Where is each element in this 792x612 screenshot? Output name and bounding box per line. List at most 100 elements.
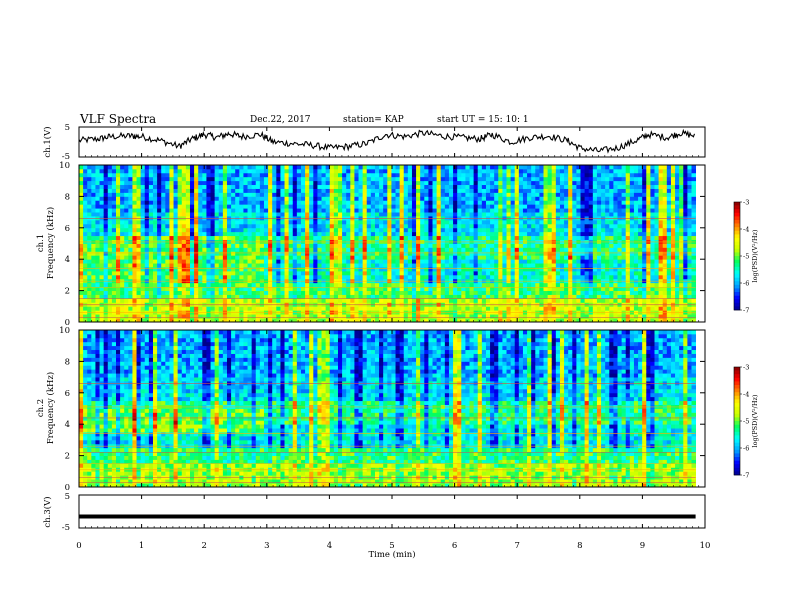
spectrogram-cell (309, 204, 314, 209)
spectrogram-cell (547, 223, 553, 229)
spectrogram-cell (518, 192, 524, 197)
spectrogram-cell (522, 251, 528, 256)
spectrogram-cell (337, 243, 343, 248)
spectrogram-cell (210, 223, 216, 229)
spectrogram-cell (374, 200, 380, 205)
spectrogram-cell (185, 231, 191, 237)
spectrogram-cell (272, 286, 277, 292)
spectrogram-cell (333, 306, 339, 311)
spectrogram-cell (198, 188, 203, 193)
spectrogram-cell (395, 282, 401, 288)
spectrogram-cell (448, 176, 454, 182)
spectrogram-cell (498, 263, 503, 268)
spectrogram-cell (383, 192, 388, 197)
spectrogram-cell (584, 306, 590, 311)
spectrogram-cell (165, 259, 170, 264)
spectrogram-cell (584, 259, 590, 264)
spectrogram-cell (288, 231, 294, 237)
spectrogram-cell (329, 196, 335, 201)
spectrogram-cell (218, 251, 224, 256)
spectrogram-cell (535, 263, 540, 268)
spectrogram-cell (584, 219, 590, 225)
spectrogram-cell (531, 255, 536, 260)
spectrogram-cell (239, 172, 244, 178)
spectrogram-cell (280, 168, 285, 174)
spectrogram-cell (481, 247, 487, 252)
spectrogram-cell (189, 200, 195, 205)
spectrogram-cell (144, 270, 150, 276)
spectrogram-cell (107, 267, 113, 272)
spectrogram-cell (148, 196, 154, 201)
spectrogram-cell (522, 267, 528, 272)
spectrogram-cell (173, 204, 179, 209)
spectrogram-cell (231, 227, 236, 233)
spectrogram-cell (358, 298, 364, 303)
spectrogram-cell (329, 176, 335, 182)
spectrogram-cell (140, 223, 146, 229)
spectrogram-cell (198, 200, 203, 205)
spectrogram-cell (272, 200, 277, 205)
spectrogram-cell (444, 231, 450, 237)
spectrogram-cell (309, 274, 314, 280)
spectrogram-cell (564, 227, 569, 233)
spectrogram-cell (103, 227, 109, 233)
spectrogram-cell (87, 168, 92, 174)
spectrogram-cell (235, 176, 240, 182)
spectrogram-cell (424, 267, 429, 272)
spectrogram-cell (531, 172, 536, 178)
spectrogram-cell (202, 231, 207, 237)
spectrogram-cell (325, 192, 331, 197)
spectrogram-cell (465, 290, 470, 295)
spectrogram-cell (370, 255, 376, 260)
spectrogram-cell (309, 196, 314, 201)
spectrogram-cell (506, 212, 512, 217)
spectrogram-cell (461, 294, 466, 299)
spectrogram-cell (116, 212, 121, 217)
spectrogram-cell (83, 184, 88, 189)
spectrogram-cell (128, 290, 133, 295)
spectrogram-cell (140, 196, 146, 201)
spectrogram-cell (420, 172, 425, 178)
spectrogram-cell (231, 263, 236, 268)
spectrogram-cell (518, 243, 524, 248)
spectrogram-cell (395, 176, 401, 182)
spectrogram-cell (469, 212, 475, 217)
spectrogram-cell (350, 200, 355, 205)
spectrogram-cell (140, 212, 146, 217)
spectrogram-cell (243, 165, 248, 170)
spectrogram-cell (152, 231, 158, 237)
spectrogram-cell (214, 165, 220, 170)
spectrogram-cell (485, 200, 491, 205)
spectrogram-cell (444, 314, 450, 319)
spectrogram-cell (568, 176, 573, 182)
spectrogram-cell (576, 165, 581, 170)
spectrogram-cell (103, 314, 109, 319)
spectrogram-cell (288, 227, 294, 233)
spectrogram-cell (243, 196, 248, 201)
spectrogram-cell (222, 298, 228, 303)
spectrogram-cell (448, 196, 454, 201)
spectrogram-cell (383, 290, 388, 295)
spectrogram-cell (329, 286, 335, 292)
spectrogram-cell (440, 172, 446, 178)
spectrogram-cell (95, 294, 100, 299)
spectrogram-cell (477, 196, 483, 201)
spectrogram-cell (411, 259, 417, 264)
spectrogram-cell (226, 219, 232, 225)
spectrogram-cell (440, 235, 446, 240)
spectrogram-cell (416, 318, 421, 323)
spectrogram-cell (342, 286, 347, 292)
spectrogram-cell (152, 192, 158, 197)
spectrogram-cell (136, 231, 142, 237)
spectrogram-cell (152, 263, 158, 268)
spectrogram-cell (206, 243, 211, 248)
spectrogram-cell (198, 306, 203, 311)
spectrogram-cell (374, 274, 380, 280)
spectrogram-cell (120, 200, 125, 205)
spectrogram-cell (210, 306, 216, 311)
spectrogram-cell (222, 263, 228, 268)
spectrogram-cell (490, 255, 495, 260)
spectrogram-cell (206, 184, 211, 189)
spectrogram-cell (407, 270, 413, 276)
spectrogram-cell (284, 165, 290, 170)
